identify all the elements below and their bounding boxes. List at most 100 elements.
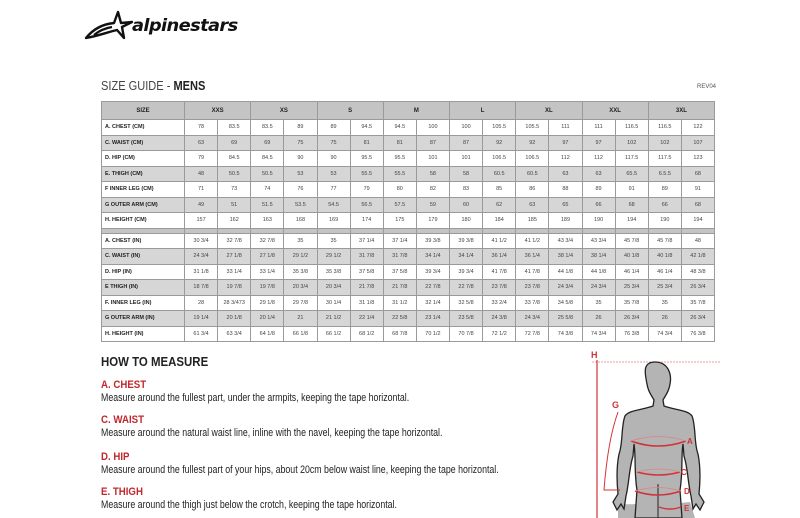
- table-cell: 70 7/8: [448, 325, 484, 342]
- measure-title: A. CHEST: [101, 379, 147, 391]
- table-cell: 26 3/4: [680, 310, 716, 327]
- table-cell: 6.5.5: [647, 165, 682, 182]
- row-label: F. INNER LEG (IN): [101, 294, 185, 311]
- table-cell: 53: [316, 165, 351, 182]
- table-cell: 19 7/8: [250, 279, 285, 296]
- table-cell: 37 5/8: [382, 263, 417, 280]
- table-cell: 184: [482, 212, 517, 229]
- row-label: C. WAIST (CM): [101, 134, 185, 151]
- table-cell: 72 1/2: [482, 325, 517, 342]
- size-header: SIZE: [101, 101, 185, 120]
- table-cell: 68: [614, 196, 649, 213]
- table-cell: 106.5: [515, 150, 550, 167]
- table-cell: 68 7/8: [382, 325, 417, 342]
- table-cell: 39 3/4: [448, 263, 484, 280]
- table-cell: 81: [382, 134, 417, 151]
- table-cell: 31 1/8: [349, 294, 384, 311]
- table-cell: 180: [448, 212, 484, 229]
- table-cell: 43 3/4: [581, 232, 616, 249]
- table-cell: 90: [283, 150, 318, 167]
- table-cell: 95.5: [349, 150, 384, 167]
- table-cell: 25 3/4: [647, 279, 682, 296]
- table-cell: 116.5: [614, 119, 649, 136]
- row-label: E THIGH (IN): [101, 279, 185, 296]
- table-cell: 30 3/4: [183, 232, 219, 249]
- table-cell: 42 1/8: [680, 248, 716, 265]
- table-cell: 75: [316, 134, 351, 151]
- table-cell: 24 3/4: [183, 248, 219, 265]
- table-cell: 194: [680, 212, 716, 229]
- table-cell: 37 1/4: [382, 232, 417, 249]
- table-cell: 82: [415, 181, 451, 198]
- table-row: G OUTER ARM (CM) 49 51 51.5 53.5 54.5 56.5 57.5…: [101, 196, 716, 213]
- table-cell: 44 1/8: [548, 263, 583, 280]
- table-cell: 123: [680, 150, 716, 167]
- table-cell: 56.5: [349, 196, 384, 213]
- table-cell: 60.5: [482, 165, 517, 182]
- table-cell: 29 1/8: [250, 294, 285, 311]
- table-cell: 21: [283, 310, 318, 327]
- table-row: E THIGH (IN) 18 7/8 19 7/8 19 7/8 20 3/4 20 3…: [101, 279, 716, 296]
- table-cell: 72 7/8: [515, 325, 550, 342]
- table-cell: 185: [515, 212, 550, 229]
- table-cell: 169: [316, 212, 351, 229]
- table-cell: 87: [448, 134, 484, 151]
- table-cell: 23 5/8: [448, 310, 484, 327]
- table-cell: 27 1/8: [250, 248, 285, 265]
- table-cell: 117.5: [647, 150, 682, 167]
- measure-title: E. THIGH: [101, 486, 143, 498]
- table-cell: 102: [647, 134, 682, 151]
- table-cell: 112: [581, 150, 616, 167]
- table-cell: 95.5: [382, 150, 417, 167]
- table-cell: 179: [415, 212, 451, 229]
- table-cell: 53.5: [283, 196, 318, 213]
- table-cell: 34 5/8: [548, 294, 583, 311]
- table-cell: 50.5: [217, 165, 252, 182]
- measure-title: C. WAIST: [101, 414, 145, 426]
- table-cell: 26: [647, 310, 682, 327]
- table-cell: 70 1/2: [415, 325, 451, 342]
- table-cell: 84.5: [217, 150, 252, 167]
- table-cell: 174: [349, 212, 384, 229]
- table-cell: 73: [217, 181, 252, 198]
- table-cell: 21 1/2: [316, 310, 351, 327]
- table-row: F INNER LEG (CM) 71 73 74 76 77 79 80 82 83 85 86 88…: [101, 181, 716, 198]
- table-cell: 79: [183, 150, 219, 167]
- table-cell: 75: [283, 134, 318, 151]
- table-cell: 163: [250, 212, 285, 229]
- measure-description: Measure around the natural waist line, i…: [101, 427, 443, 439]
- table-cell: 48: [680, 232, 716, 249]
- table-cell: 21 7/8: [349, 279, 384, 296]
- table-cell: 45 7/8: [614, 232, 649, 249]
- table-cell: 44 1/8: [581, 263, 616, 280]
- table-cell: 89: [316, 119, 351, 136]
- table-cell: 46 1/4: [614, 263, 649, 280]
- table-cell: 61 3/4: [183, 325, 219, 342]
- table-cell: 26: [581, 310, 616, 327]
- table-cell: 81: [349, 134, 384, 151]
- table-row: C. WAIST (IN) 24 3/4 27 1/8 27 1/8 29 1/2 29 …: [101, 248, 716, 265]
- table-cell: 63 3/4: [217, 325, 252, 342]
- table-cell: 33 2/4: [482, 294, 517, 311]
- table-cell: 24 3/4: [515, 310, 550, 327]
- table-cell: 65.5: [614, 165, 649, 182]
- table-cell: 31 1/2: [382, 294, 417, 311]
- size-header-xxl: XXL: [581, 101, 649, 120]
- table-cell: 85: [482, 181, 517, 198]
- table-cell: 33 1/4: [250, 263, 285, 280]
- table-cell: 32 7/8: [250, 232, 285, 249]
- table-cell: 26 3/4: [680, 279, 716, 296]
- table-row: C. WAIST (CM) 63 69 69 75 75 81 81 87 87 92 92 97 97 1…: [101, 134, 716, 151]
- table-cell: 20 1/4: [250, 310, 285, 327]
- size-table: SIZE XXS XS S M L XL XXL 3XL A. CHEST (CM) 78 83.5…: [101, 101, 716, 342]
- table-cell: 106.5: [482, 150, 517, 167]
- size-header-l: L: [448, 101, 517, 120]
- table-cell: 168: [283, 212, 318, 229]
- table-cell: 111: [548, 119, 583, 136]
- table-cell: 122: [680, 119, 716, 136]
- row-label: H. HEIGHT (IN): [101, 325, 185, 342]
- table-cell: 38 1/4: [581, 248, 616, 265]
- table-cell: 37 5/8: [349, 263, 384, 280]
- row-label: E. THIGH (CM): [101, 165, 185, 182]
- table-row: E. THIGH (CM) 48 50.5 50.5 53 53 55.5 55.5 58 58 6…: [101, 165, 716, 182]
